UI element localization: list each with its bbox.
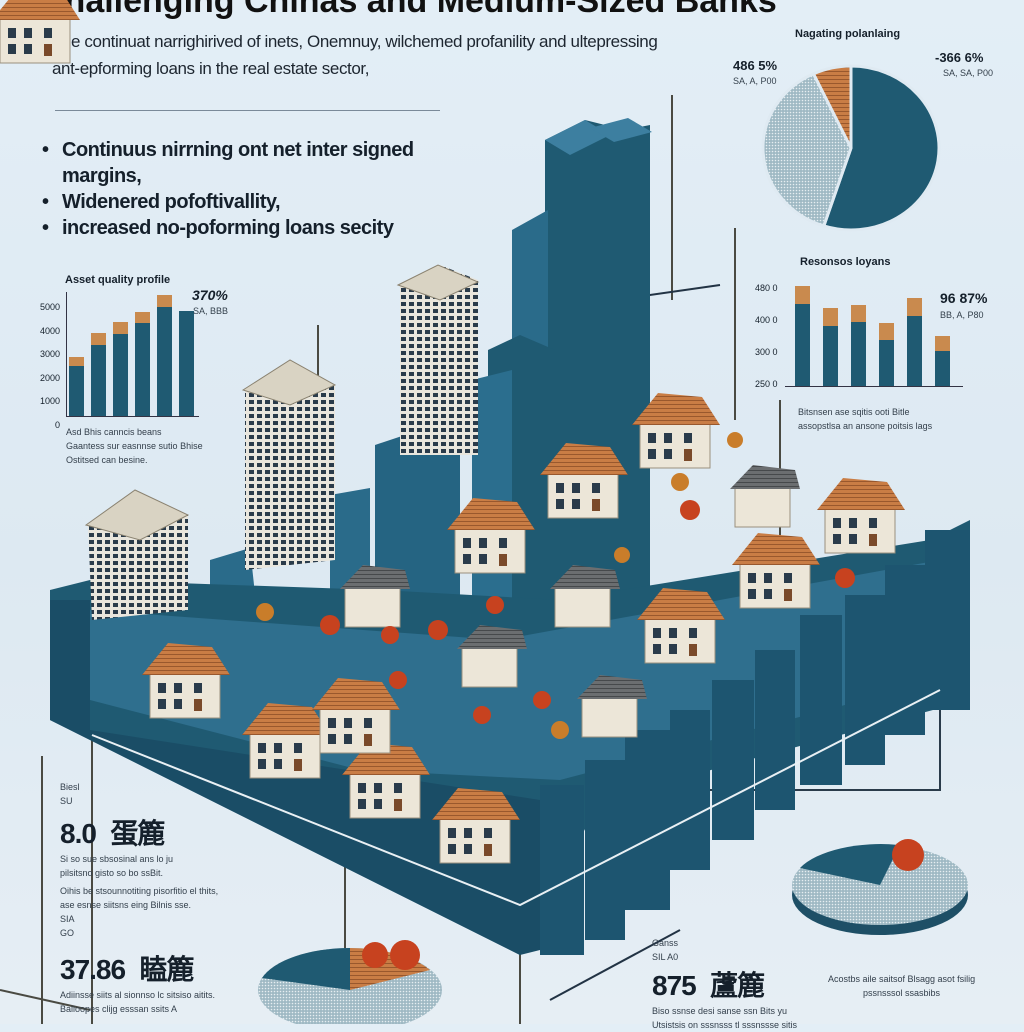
left-chart-caption: Asd Bhis canncis beans Gaantess sur easn… (66, 425, 203, 467)
stat-pre: Biesl (60, 782, 80, 792)
left-chart-annotation: 370% (192, 287, 228, 303)
right-chart-annotation: 96 87% (940, 290, 988, 306)
trees (256, 432, 855, 739)
ytick: 1000 (40, 396, 61, 406)
bar (157, 306, 172, 416)
stat-pre: SIL A0 (652, 952, 679, 962)
stat-block-1: Biesl SU 8.0 蛋簏 Si so sue sbsosinal ans … (60, 780, 260, 940)
caption-line: assopstlsa an ansone poitsis lags (798, 421, 933, 431)
bullet-item: Continuus nirrning ont net inter signed … (40, 137, 482, 189)
stat-value: 8.0 (60, 818, 97, 849)
bar-top-segment (157, 294, 172, 307)
ytick: 3000 (40, 349, 61, 359)
caption-line: Ostitsed can besine. (66, 455, 148, 465)
bar-top-segment (135, 311, 150, 323)
stat-value: 37.86 (60, 954, 126, 985)
ytick: 5000 (40, 302, 61, 312)
stat-block-2: 37.86 瞌簏 Adiinsse siits al sionnso lc si… (60, 948, 260, 1016)
left-chart-annotation-sub: SA, BBB (193, 306, 229, 316)
stat-pre: SU (60, 796, 73, 806)
bullet-list: Continuus nirrning ont net inter signed … (40, 137, 482, 241)
footnote-line: Acostbs aile saitsof Blsagg asot fsilig (828, 974, 976, 984)
stat-pre: Ganss (652, 938, 679, 948)
bar (795, 304, 810, 386)
pie-sublabel-right: SA, SA, P00 (943, 68, 994, 78)
stat-desc: Biso ssnse desi sanse ssn Bits yu (652, 1006, 788, 1016)
stat-post: GO (60, 928, 75, 938)
caption-line: Asd Bhis canncis beans (66, 427, 162, 437)
stat-desc: Balloopes clijg esssan ssits A (60, 1004, 178, 1014)
left-chart-yaxis: 5000 4000 3000 2000 1000 0 (40, 296, 60, 437)
bar (69, 366, 84, 416)
bar (179, 310, 194, 416)
bar (91, 345, 106, 416)
intro-text: The continuat narrighirived of inets, On… (52, 32, 658, 78)
stat-unit: 蘆簏 (710, 970, 765, 1001)
page-title: Challenging Chinas and Medium-Sized Bank… (40, 0, 777, 20)
stat-desc: Si so sue sbsosinal ans lo ju (60, 854, 174, 864)
footnote: Acostbs aile saitsof Blsagg asot fsilig … (828, 972, 975, 1000)
bar (879, 340, 894, 386)
pie-label-right: -366 6% (935, 50, 984, 65)
stat-unit: 蛋簏 (110, 818, 165, 849)
stat-desc: Utsistsis on sssnsss tl sssnssse sitis (652, 1020, 798, 1030)
bar (851, 322, 866, 386)
bar-top-segment (851, 305, 866, 322)
pie-bottom-left (258, 940, 442, 1024)
left-chart-title: Asset quality profile (65, 274, 171, 286)
ytick: 300 0 (755, 347, 778, 357)
bar (935, 351, 950, 386)
bar-top-segment (935, 336, 950, 351)
bar (113, 334, 128, 416)
bar (135, 323, 150, 416)
bar-top-segment (795, 286, 810, 304)
ytick: 400 0 (755, 315, 778, 325)
divider (55, 110, 440, 111)
stat-unit: 瞌簏 (139, 954, 195, 985)
pie-label-left: 486 5% (733, 58, 778, 73)
ytick: 250 0 (755, 379, 778, 389)
bar-top-segment (69, 356, 84, 367)
ytick: 0 (54, 419, 60, 430)
houses (0, 0, 906, 864)
ytick: 4000 (40, 325, 61, 336)
right-chart-caption: Bitsnsen ase sqitis ooti Bitle assopstls… (798, 405, 932, 433)
stat-desc: ase esnse siitsns eing Bilnis sse. (60, 900, 192, 910)
bar-top-segment (879, 323, 894, 340)
ytick: 480 0 (755, 283, 778, 293)
bullet-item: increased no-poforming loans secity (40, 215, 482, 241)
left-bar-chart (66, 292, 199, 417)
stat-post: SIA (60, 914, 75, 924)
tower-buildings (84, 264, 480, 620)
stat-desc: pilsitsno gisto so bo ssBit. (60, 868, 164, 878)
caption-line: Gaantess sur easnnse sutio Bhise (66, 441, 203, 451)
bar-top-segment (113, 321, 128, 335)
bullet-item: Widenered pofoftivallity, (40, 189, 482, 215)
bar (907, 316, 922, 386)
caption-line: Bitsnsen ase sqitis ooti Bitle (798, 407, 910, 417)
right-bar-chart (785, 286, 963, 387)
footnote-line: pssnsssol ssasbibs (863, 988, 941, 998)
pie-sublabel-left: SA, A, P00 (733, 76, 777, 86)
bar (823, 326, 838, 386)
bar-top-segment (91, 332, 106, 346)
ytick: 2000 (40, 372, 61, 383)
bar-top-segment (823, 308, 838, 326)
right-chart-yaxis: 480 0 400 0 300 0 250 0 (755, 272, 778, 400)
right-chart-annotation-sub: BB, A, P80 (940, 310, 984, 320)
stat-value: 875 (652, 970, 697, 1001)
stat-desc: Oihis be stsounnotiting pisorfitio el th… (60, 886, 219, 896)
pie-title: Nagating polanlaing (795, 28, 901, 40)
pie-bottom-right (792, 839, 968, 935)
stat-desc: Adiinsse siits al sionnso lc sitsiso ait… (60, 990, 216, 1000)
right-chart-title: Resonsos loyans (800, 256, 891, 268)
bar-top-segment (907, 298, 922, 316)
